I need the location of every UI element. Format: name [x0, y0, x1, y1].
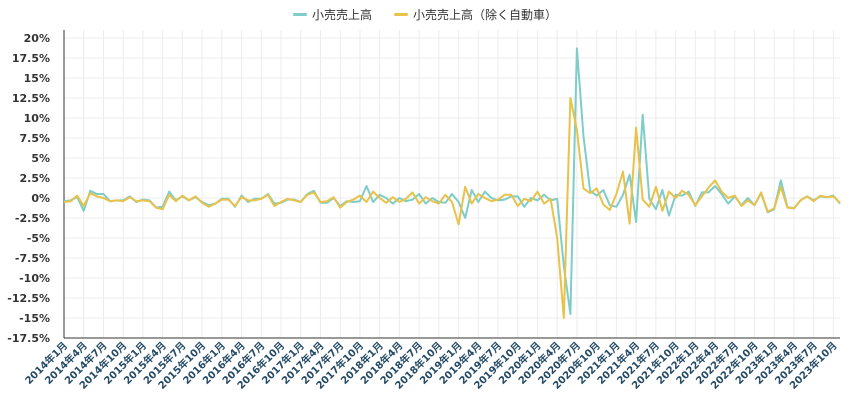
series-line-retail-sales: [63, 47, 841, 315]
y-tick-label: -7.5%: [15, 252, 50, 265]
legend-label-retail-sales: 小売売上高: [311, 8, 372, 22]
legend: 小売売上高 小売売上高（除く自動車）: [0, 6, 850, 23]
y-tick-label: -5%: [27, 232, 50, 245]
y-tick-label: 10%: [24, 112, 50, 125]
y-tick-label: 2.5%: [19, 172, 50, 185]
y-tick-label: 20%: [24, 32, 50, 45]
y-tick-label: 7.5%: [19, 132, 50, 145]
y-tick-label: -15%: [19, 312, 50, 325]
grid: [63, 30, 840, 339]
y-axis: 20% 17.5% 15% 12.5% 10% 7.5% 5% 2.5% 0% -2.5% -5% -…: [7, 32, 50, 345]
legend-swatch-retail-sales-ex-autos: [394, 13, 408, 16]
y-tick-label: 17.5%: [12, 52, 50, 65]
y-tick-label: -17.5%: [7, 332, 50, 345]
y-tick-label: -12.5%: [7, 292, 50, 305]
y-tick-label: -2.5%: [15, 212, 50, 225]
y-tick-label: 15%: [24, 72, 50, 85]
y-tick-label: 5%: [31, 152, 50, 165]
y-tick-label: 0%: [31, 192, 50, 205]
y-tick-label: 12.5%: [12, 92, 50, 105]
series-line-retail-sales-ex-autos: [63, 97, 841, 319]
legend-label-retail-sales-ex-autos: 小売売上高（除く自動車）: [413, 8, 558, 22]
legend-item-retail-sales[interactable]: 小売売上高: [292, 6, 372, 23]
legend-swatch-retail-sales: [292, 13, 307, 16]
legend-item-retail-sales-ex-autos[interactable]: 小売売上高（除く自動車）: [394, 6, 557, 23]
x-axis: 2014年1月2014年4月2014年7月2014年10月2015年1月2015…: [22, 339, 839, 392]
y-tick-label: -10%: [19, 272, 50, 285]
